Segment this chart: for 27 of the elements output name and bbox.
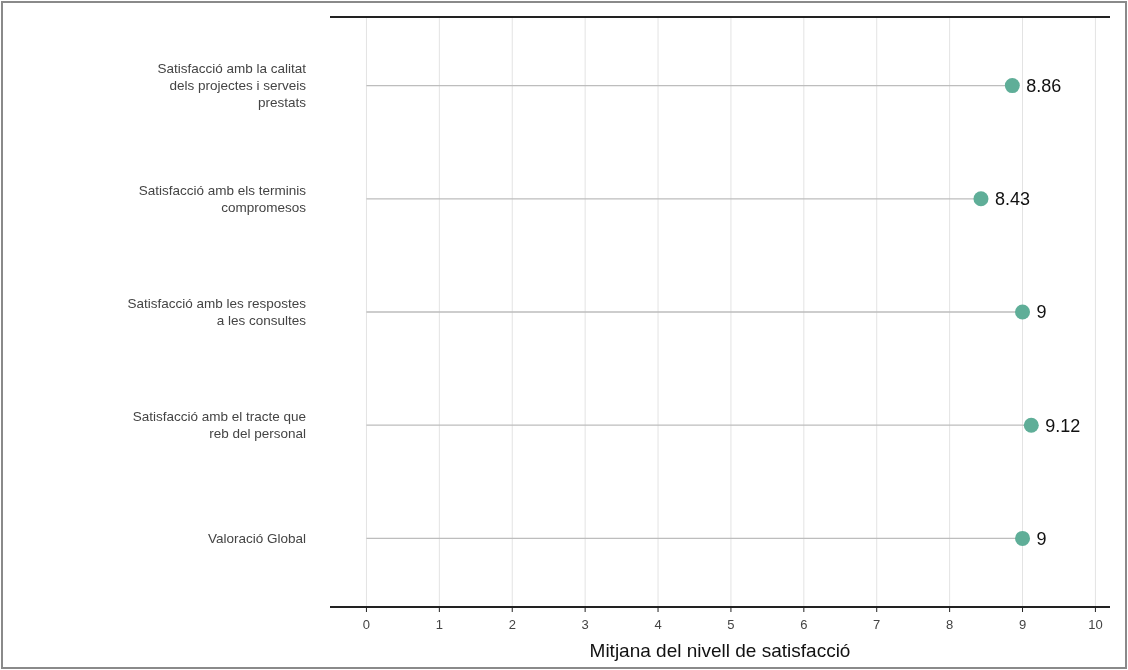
x-tick-label: 3 [581, 617, 589, 632]
point [1015, 530, 1031, 546]
point [1023, 417, 1039, 433]
y-tick-label: Valoració Global [207, 531, 306, 547]
data-label: 9 [1036, 528, 1047, 549]
y-tick-label: Satisfacció amb les respostes a les consultes [127, 296, 307, 329]
x-tick-label: 0 [362, 617, 371, 632]
point [1015, 304, 1031, 320]
x-axis-title: Mitjana del nivell de satisfacció [589, 640, 851, 661]
x-tick-label: 8 [946, 617, 954, 632]
point [1004, 78, 1020, 94]
y-tick-label: Satisfacció amb la calitat dels projectes i serveis prestats [157, 61, 307, 111]
x-tick-label: 2 [508, 617, 516, 632]
y-tick-label: Satisfacció amb el tracte que reb del personal [132, 409, 306, 442]
x-tick-label: 5 [727, 617, 735, 632]
x-tick-label: 7 [873, 617, 881, 632]
x-tick-label: 6 [800, 617, 808, 632]
point [973, 191, 989, 207]
data-label: 9.12 [1045, 415, 1081, 436]
data-label: 8.86 [1026, 75, 1062, 96]
data-label: 9 [1036, 302, 1047, 323]
x-tick-label: 1 [435, 617, 443, 632]
x-tick-label: 4 [654, 617, 662, 632]
y-tick-label: Satisfacció amb els terminis compromesos [138, 183, 307, 216]
x-tick-label: 10 [1088, 617, 1103, 632]
x-tick-label: 9 [1018, 617, 1027, 632]
data-label: 8.43 [994, 189, 1031, 210]
